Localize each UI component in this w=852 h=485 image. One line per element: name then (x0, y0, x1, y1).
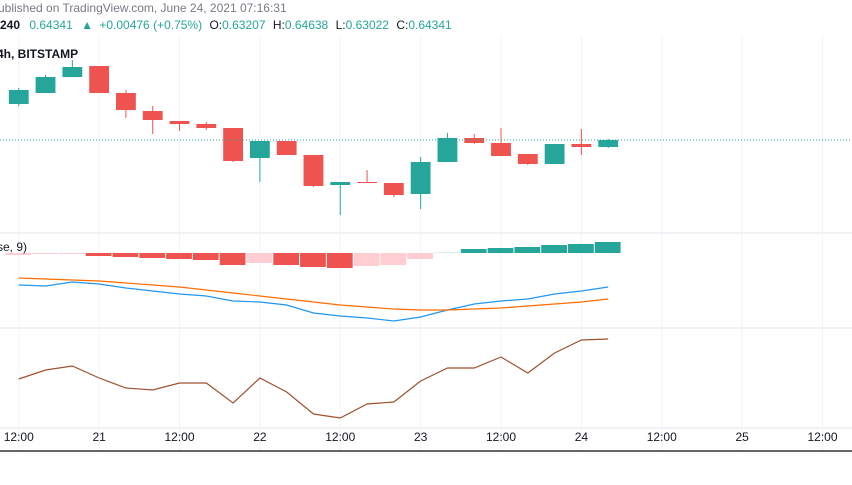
candle-body (89, 66, 110, 93)
histogram-bar (514, 247, 541, 253)
histogram-bar (246, 253, 273, 263)
marks (0, 60, 852, 419)
candle-body (142, 111, 163, 120)
x-tick-label: 12:00 (325, 430, 355, 444)
histogram-bar (85, 253, 112, 256)
published-text: ublished on TradingView.com, June 24, 20… (0, 1, 287, 15)
histogram-bar (139, 253, 166, 258)
histogram-bar (434, 252, 460, 253)
arrow: ▲ (81, 18, 93, 32)
candle-body (491, 143, 511, 156)
line-series (18, 338, 609, 419)
histogram-bar (166, 253, 192, 259)
change: +0.00476 (+0.75%) (99, 18, 202, 32)
indicator-legend: se, 9) (0, 240, 27, 254)
ohlc-value: 0.64341 (408, 18, 452, 32)
candle-body (330, 182, 351, 185)
ohlc-value: 0.63022 (346, 18, 390, 32)
candle-body (383, 183, 404, 195)
candle-body (437, 138, 458, 162)
candle-body (517, 154, 538, 164)
histogram-bar (326, 253, 353, 268)
line-series (18, 277, 609, 311)
histogram-bar (273, 253, 300, 265)
x-tick-label: 12:00 (164, 430, 194, 444)
candle-body (598, 140, 619, 147)
ohlc-label: C: (396, 18, 408, 32)
symbol-info: 240 0.64341 ▲ +0.00476 (+0.75%) O:0.6320… (0, 18, 452, 32)
x-tick-label: 12:00 (486, 430, 516, 444)
candle-body (62, 67, 83, 77)
histogram-bar (541, 245, 567, 253)
candle-body (357, 182, 377, 183)
candle-body (410, 162, 431, 194)
histogram-bar (407, 253, 434, 259)
histogram-bar (32, 253, 58, 254)
histogram-bar (380, 253, 407, 265)
candle-body (196, 124, 217, 128)
histogram-bar (192, 253, 219, 260)
x-tick-label: 12:00 (4, 430, 34, 444)
candle-body (8, 90, 29, 104)
candle-body (303, 155, 324, 186)
interval: 240 (0, 18, 20, 32)
candle-body (35, 77, 56, 93)
ohlc-value: 0.64638 (285, 18, 329, 32)
histogram-bar (460, 249, 487, 253)
candle-body (116, 93, 136, 110)
price: 0.64341 (29, 18, 73, 32)
candle-body (544, 144, 565, 164)
histogram-bar (568, 244, 594, 253)
x-tick-label: 23 (414, 430, 428, 444)
ohlc-label: O: (209, 18, 222, 32)
x-tick-label: 12:00 (808, 430, 838, 444)
x-tick-label: 24 (575, 430, 589, 444)
line-series (18, 281, 609, 322)
x-tick-label: 21 (92, 430, 106, 444)
histogram-bar (219, 253, 246, 265)
symbol-name: 4h, BITSTAMP (0, 47, 78, 61)
histogram-bar (58, 253, 85, 254)
histogram-bar (300, 253, 326, 267)
histogram-bar (112, 253, 139, 257)
grid (18, 35, 824, 450)
candle-body (249, 141, 270, 158)
x-tick-label: 22 (253, 430, 267, 444)
candle-body (571, 144, 592, 147)
histogram-bar (353, 253, 380, 266)
histogram-bar (594, 242, 621, 253)
histogram-bar (487, 248, 514, 253)
x-tick-label: 12:00 (647, 430, 677, 444)
candle-body (223, 128, 244, 161)
ohlc-value: 0.63207 (222, 18, 266, 32)
candle-body (169, 121, 190, 124)
ohlc-label: H: (273, 18, 285, 32)
histogram-bar (5, 253, 32, 255)
x-tick-label: 25 (735, 430, 749, 444)
ohlc-label: L: (336, 18, 346, 32)
candle-body (276, 141, 297, 155)
